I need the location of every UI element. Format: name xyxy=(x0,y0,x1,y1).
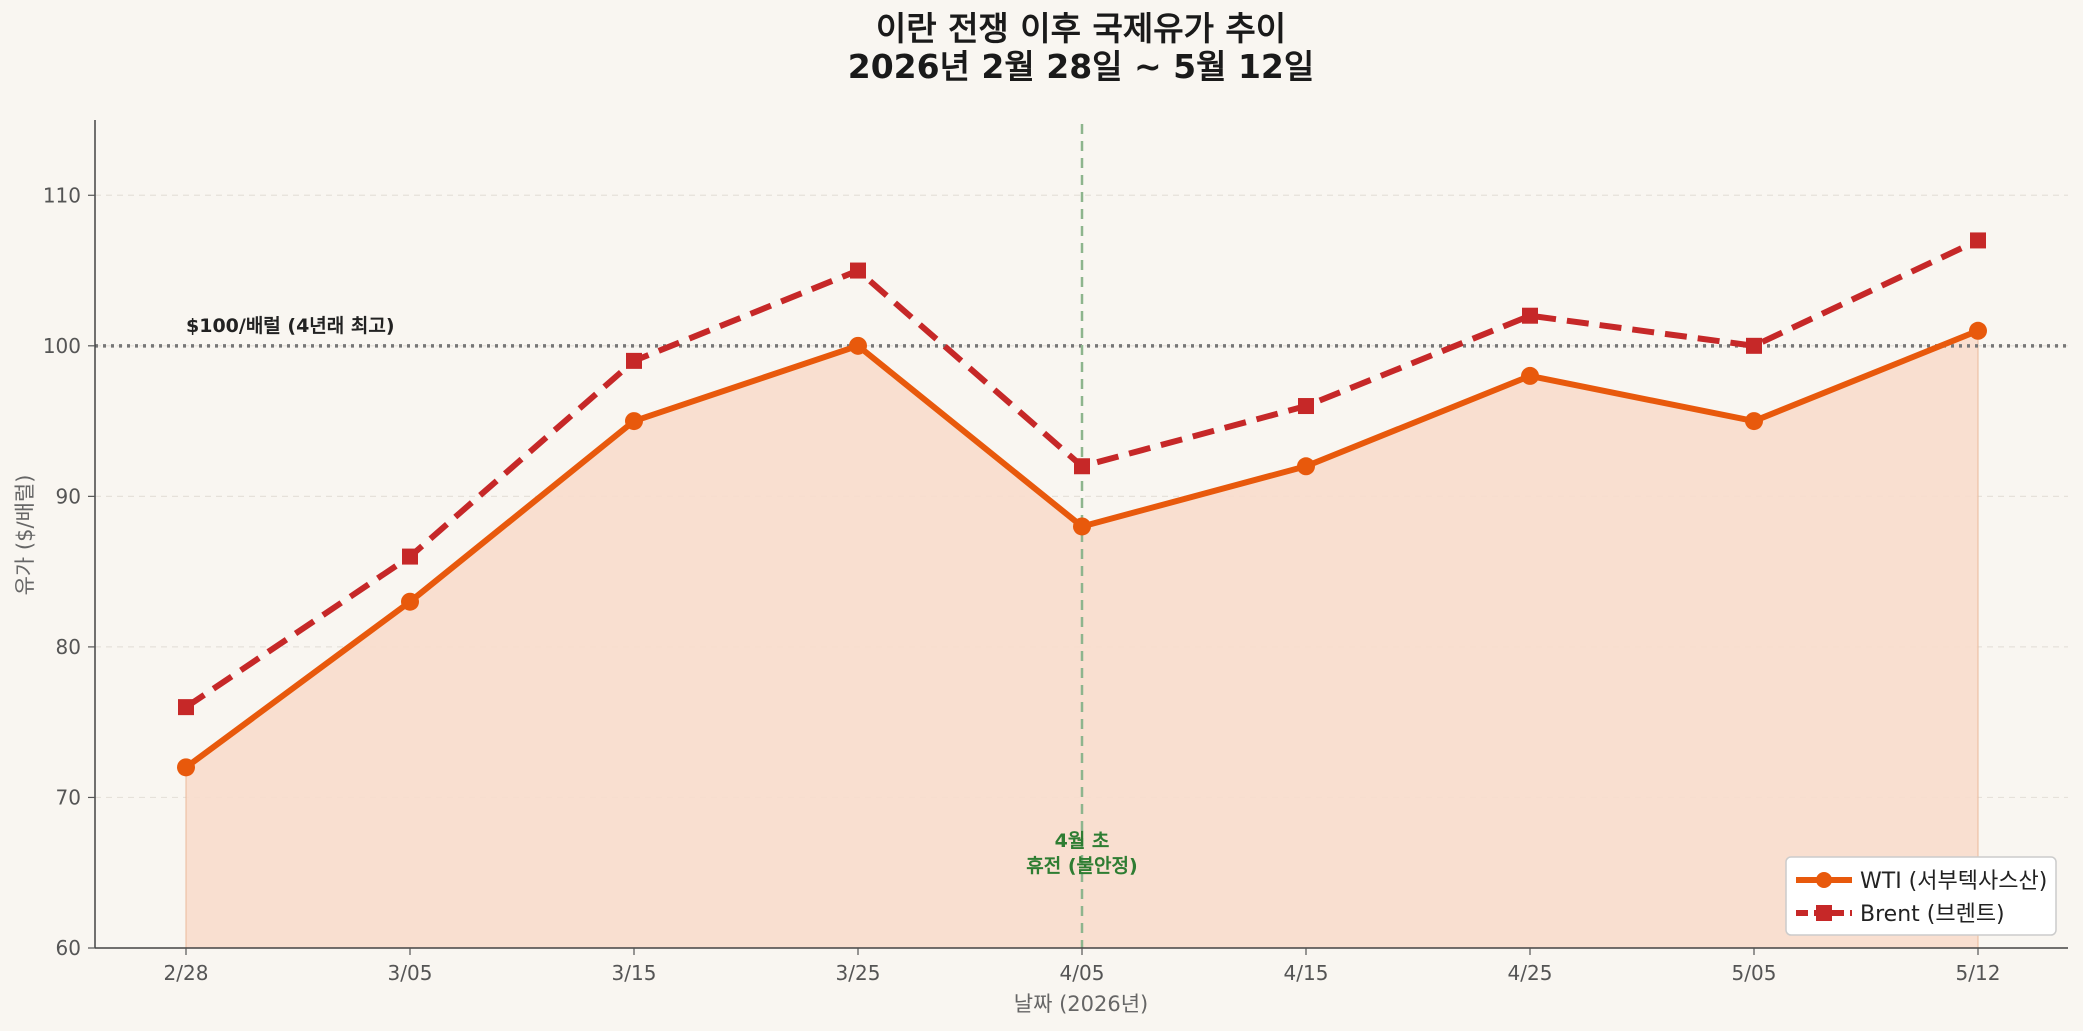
x-tick-label-2/28: 2/28 xyxy=(164,961,209,985)
wti-point-2/28 xyxy=(177,758,195,777)
wti-point-5/12 xyxy=(1969,321,1987,340)
legend-brent-square-icon xyxy=(1816,905,1832,921)
y-tick-label-100: 100 xyxy=(43,334,81,358)
chart-title-line-1: 이란 전쟁 이후 국제유가 추이 xyxy=(876,9,1286,48)
chart-title-line-2: 2026년 2월 28일 ~ 5월 12일 xyxy=(848,47,1315,86)
x-tick-label-5/05: 5/05 xyxy=(1732,961,1777,985)
brent-point-4/25 xyxy=(1522,307,1538,324)
brent-point-2/28 xyxy=(178,699,194,716)
brent-point-3/15 xyxy=(626,352,642,369)
wti-point-4/05 xyxy=(1073,517,1091,536)
wti-point-3/15 xyxy=(625,412,643,431)
y-tick-label-90: 90 xyxy=(56,484,81,508)
x-tick-label-4/15: 4/15 xyxy=(1284,961,1329,985)
y-tick-label-80: 80 xyxy=(56,635,81,659)
y-tick-labels: 60 70 80 90 100 110 xyxy=(43,183,95,960)
y-tick-label-110: 110 xyxy=(43,183,81,207)
wti-point-5/05 xyxy=(1745,412,1763,431)
reference-line-label: $100/배럴 (4년래 최고) xyxy=(186,315,395,337)
wti-point-3/25 xyxy=(849,336,867,355)
brent-point-4/05 xyxy=(1074,458,1090,475)
y-tick-label-70: 70 xyxy=(56,785,81,809)
brent-point-5/05 xyxy=(1746,337,1762,354)
x-axis-label: 날짜 (2026년) xyxy=(1014,992,1148,1016)
brent-point-4/15 xyxy=(1298,398,1314,415)
x-tick-labels: 2/28 3/05 3/15 3/25 4/05 4/15 4/25 5/05 5/12 xyxy=(164,948,2001,985)
x-tick-label-4/05: 4/05 xyxy=(1060,961,1105,985)
x-tick-label-4/25: 4/25 xyxy=(1508,961,1553,985)
event-label-line-2: 휴전 (불안정) xyxy=(1026,855,1137,877)
legend-wti-label: WTI (서부텍사스산) xyxy=(1860,869,2047,894)
x-tick-label-3/05: 3/05 xyxy=(388,961,433,985)
brent-point-3/05 xyxy=(402,548,418,565)
wti-point-4/15 xyxy=(1297,457,1315,476)
wti-point-4/25 xyxy=(1521,366,1539,385)
legend-box xyxy=(1785,856,2057,936)
legend-brent-label: Brent (브렌트) xyxy=(1860,902,2005,927)
brent-point-5/12 xyxy=(1970,232,1986,249)
x-tick-label-3/15: 3/15 xyxy=(612,961,657,985)
wti-point-3/05 xyxy=(401,592,419,611)
x-tick-label-5/12: 5/12 xyxy=(1956,961,2001,985)
series-markers xyxy=(177,232,1987,777)
legend: WTI (서부텍사스산) Brent (브렌트) xyxy=(1785,856,2057,936)
brent-point-3/25 xyxy=(850,262,866,279)
y-tick-label-60: 60 xyxy=(56,936,81,960)
y-axis-label: 유가 ($/배럴) xyxy=(13,475,37,596)
event-label-line-1: 4월 초 xyxy=(1055,830,1110,852)
legend-wti-circle-icon xyxy=(1816,872,1832,888)
x-tick-label-3/25: 3/25 xyxy=(836,961,881,985)
